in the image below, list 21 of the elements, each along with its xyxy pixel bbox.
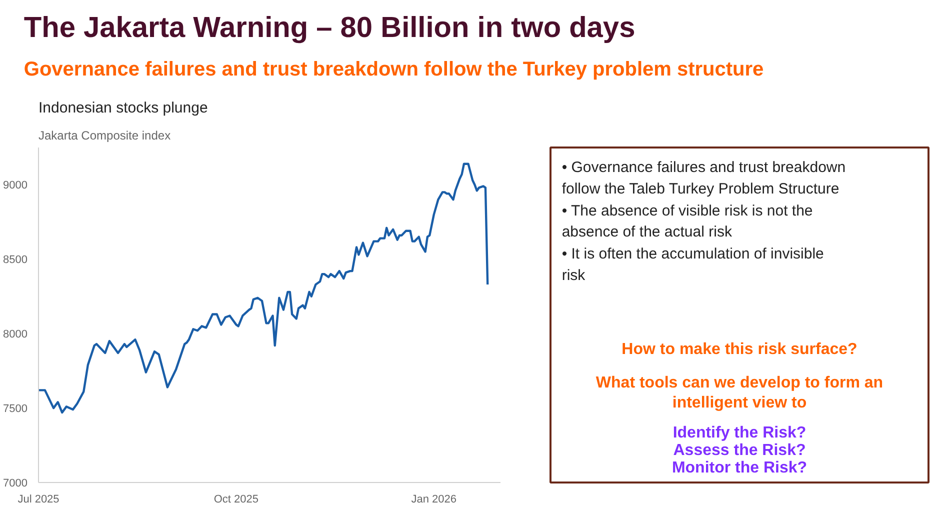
chart-title: Indonesian stocks plunge	[38, 100, 208, 116]
x-tick-label: Jul 2025	[18, 494, 60, 506]
text: • The absence of visible risk is not the absence of the actual risk	[562, 202, 813, 241]
x-tick-label: Oct 2025	[214, 494, 259, 506]
y-tick-label: 8000	[3, 328, 28, 341]
text: Assess the Risk?	[673, 442, 806, 459]
x-tick-label: Jan 2026	[411, 494, 457, 506]
text: Monitor the Risk?	[672, 459, 808, 476]
y-tick-label: 9000	[3, 180, 28, 192]
chart-subtitle: Jakarta Composite index	[38, 128, 171, 142]
text: The Jakarta Warning – 80 Billion in two days	[24, 12, 636, 44]
y-tick-label: 7000	[3, 478, 28, 490]
y-tick-label: 8500	[3, 254, 28, 266]
text: • Governance failures and trust breakdown follow the Taleb Turkey Problem Structure	[562, 159, 846, 198]
line-series	[38, 162, 489, 414]
text: What tools can we develop to form an intelligent view to	[596, 374, 884, 412]
text: • It is often the accumulation of invisible risk	[562, 246, 824, 284]
y-tick-label: 7500	[3, 403, 28, 416]
text: Governance failures and trust breakdown follow the Turkey problem structure	[24, 58, 764, 80]
text: How to make this risk surface?	[622, 340, 858, 358]
text: Identify the Risk?	[672, 424, 806, 442]
